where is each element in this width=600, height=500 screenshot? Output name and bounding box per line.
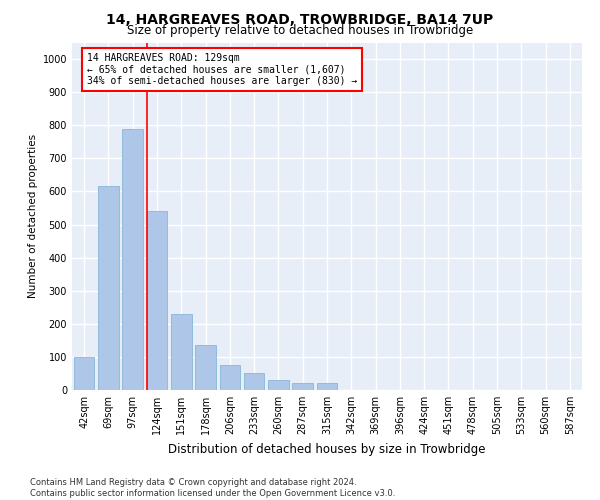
Text: 14, HARGREAVES ROAD, TROWBRIDGE, BA14 7UP: 14, HARGREAVES ROAD, TROWBRIDGE, BA14 7U… (106, 12, 494, 26)
Bar (268, 380, 289, 390)
Y-axis label: Number of detached properties: Number of detached properties (28, 134, 38, 298)
Bar (292, 384, 313, 390)
Text: Contains HM Land Registry data © Crown copyright and database right 2024.
Contai: Contains HM Land Registry data © Crown c… (30, 478, 395, 498)
Text: 14 HARGREAVES ROAD: 129sqm
← 65% of detached houses are smaller (1,607)
34% of s: 14 HARGREAVES ROAD: 129sqm ← 65% of deta… (88, 53, 358, 86)
Bar (317, 384, 337, 390)
Bar (195, 346, 216, 390)
X-axis label: Distribution of detached houses by size in Trowbridge: Distribution of detached houses by size … (168, 442, 486, 456)
Bar (122, 128, 143, 390)
Bar (171, 314, 191, 390)
Text: Size of property relative to detached houses in Trowbridge: Size of property relative to detached ho… (127, 24, 473, 37)
Bar (244, 374, 265, 390)
Bar (220, 365, 240, 390)
Bar (146, 212, 167, 390)
Bar (74, 357, 94, 390)
Bar (98, 186, 119, 390)
